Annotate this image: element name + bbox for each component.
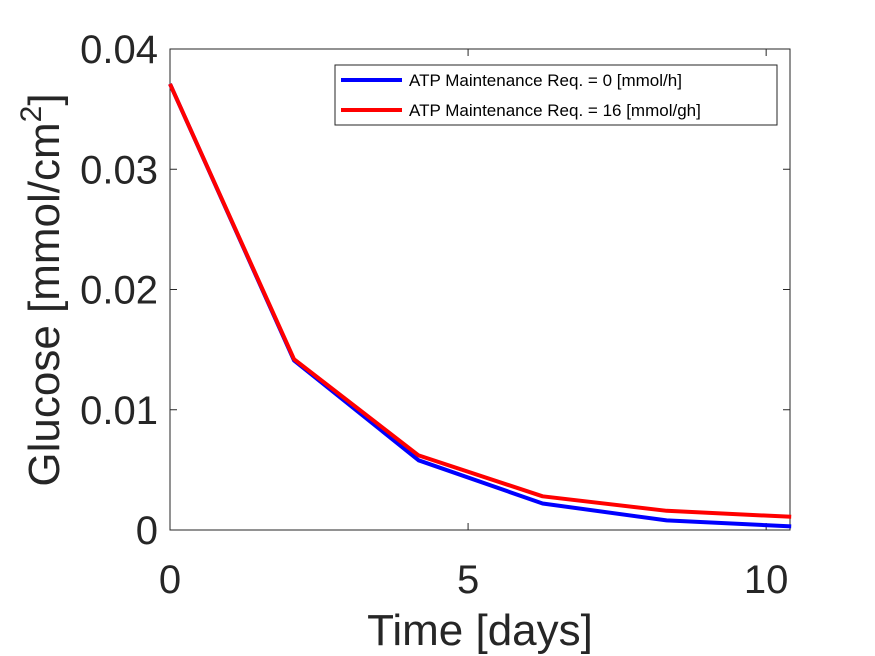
y-axis-label: Glucose [mmol/cm2] bbox=[15, 93, 69, 486]
legend-box bbox=[334, 64, 778, 126]
y-tick-label: 0.02 bbox=[80, 269, 158, 313]
series-line-2 bbox=[168, 83, 792, 519]
y-tick-label: 0.01 bbox=[80, 389, 158, 433]
svg-text:Glucose [mmol/cm2]: Glucose [mmol/cm2] bbox=[15, 93, 69, 486]
axis-ticks: 0 5 10 0 0.01 0.02 0.03 0.04 bbox=[80, 28, 790, 602]
x-tick-label: 10 bbox=[744, 558, 789, 602]
legend-label-series-2: ATP Maintenance Req. = 16 [mmol/gh] bbox=[409, 101, 701, 120]
y-tick-label: 0.03 bbox=[80, 148, 158, 192]
x-axis-label: Time [days] bbox=[367, 606, 593, 655]
plot-area bbox=[169, 48, 791, 531]
y-tick-label: 0 bbox=[136, 509, 158, 553]
series-lines bbox=[168, 83, 792, 529]
legend-label-series-1: ATP Maintenance Req. = 0 [mmol/h] bbox=[409, 71, 682, 90]
y-tick-label: 0.04 bbox=[80, 28, 158, 72]
x-tick-label: 5 bbox=[457, 558, 479, 602]
legend: ATP Maintenance Req. = 0 [mmol/h] ATP Ma… bbox=[334, 64, 778, 126]
x-tick-label: 0 bbox=[159, 558, 181, 602]
y-axis-label-superscript: 2 bbox=[15, 106, 48, 123]
